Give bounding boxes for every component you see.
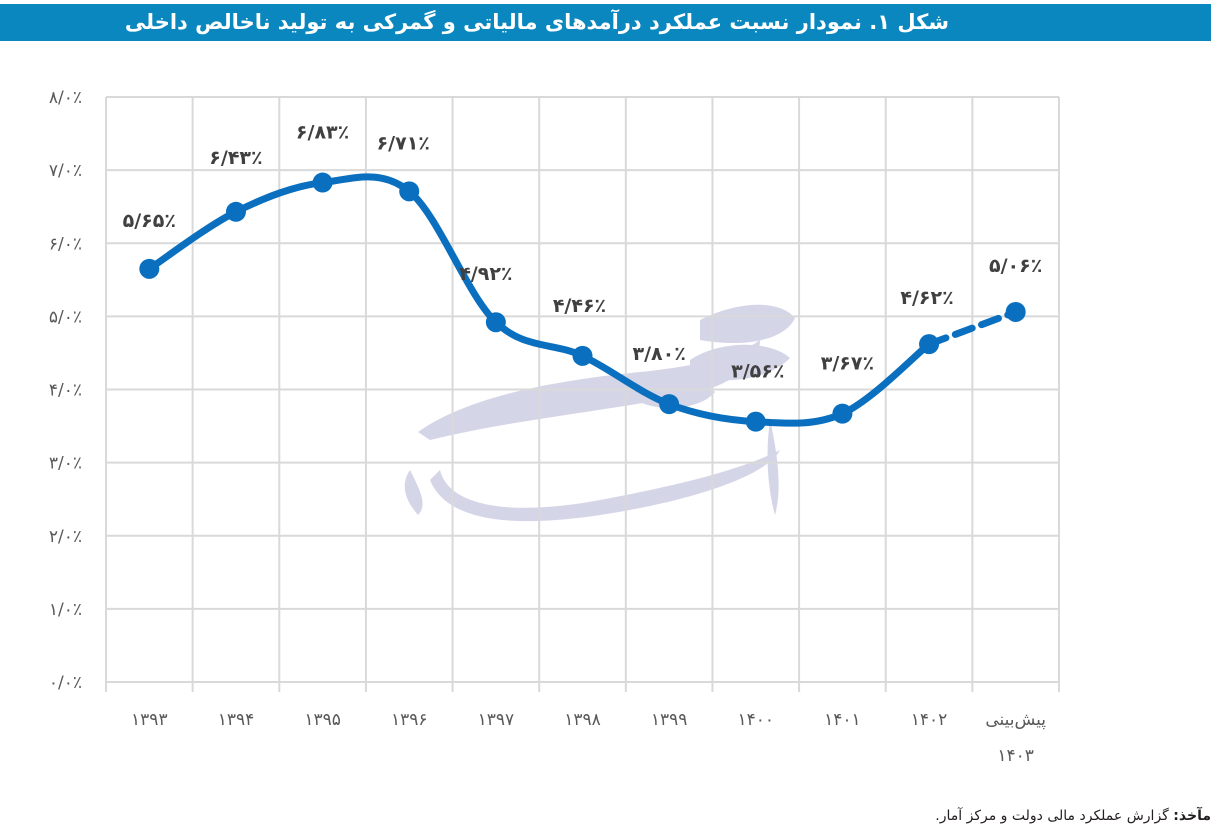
data-label: ۵/۶۵٪	[123, 210, 176, 232]
data-label: ۳/۶۷٪	[821, 353, 874, 375]
x-tick-label: ۱۳۹۳	[131, 710, 168, 730]
data-point-marker	[745, 411, 766, 432]
data-point-marker	[312, 172, 333, 193]
y-tick-label: ۸/۰٪	[49, 88, 82, 108]
data-point-marker	[832, 403, 853, 424]
watermark-stroke	[767, 420, 779, 515]
series-line	[145, 173, 933, 427]
data-label: ۶/۴۳٪	[209, 147, 262, 169]
x-tick-label: ۱۴۰۳	[997, 746, 1034, 766]
x-tick-label: ۱۳۹۷	[478, 710, 515, 730]
data-label: ۶/۷۱٪	[377, 132, 430, 154]
data-label: ۶/۸۳٪	[296, 122, 349, 144]
x-tick-label: پیش‌بینی	[985, 710, 1046, 730]
data-point-marker	[139, 258, 160, 279]
data-point-marker	[659, 394, 680, 415]
data-label: ۵/۰۶٪	[989, 255, 1042, 277]
data-point-marker	[225, 201, 246, 222]
y-tick-label: ۶/۰٪	[49, 234, 82, 254]
x-tick-label: ۱۳۹۸	[564, 710, 601, 730]
y-tick-label: ۴/۰٪	[49, 381, 82, 401]
data-label: ۳/۸۰٪	[632, 343, 685, 365]
data-labels: ۵/۶۵٪ ۶/۴۳٪ ۶/۸۳٪ ۶/۷۱٪ ۴/۹۲٪ ۴/۴۶٪ ۳/۸۰٪ ۳/۵۶٪…	[123, 122, 1043, 383]
data-point-marker	[399, 181, 420, 202]
x-tick-label: ۱۳۹۶	[391, 710, 428, 730]
source-text: گزارش عملکرد مالی دولت و مرکز آمار.	[935, 808, 1169, 824]
y-axis: ۰/۰٪ ۱/۰٪ ۲/۰٪ ۳/۰٪ ۴/۰٪ ۵/۰٪ ۶/۰٪ ۷/۰٪ ۸/۰٪	[49, 88, 82, 693]
x-tick-label: ۱۴۰۰	[738, 710, 775, 730]
y-tick-label: ۲/۰٪	[49, 527, 82, 547]
x-tick-label: ۱۴۰۱	[824, 710, 861, 730]
data-label: ۴/۴۶٪	[553, 295, 606, 317]
data-point-marker	[572, 345, 593, 366]
source-label: مآخذ:	[1173, 808, 1211, 824]
source-note: مآخذ: گزارش عملکرد مالی دولت و مرکز آمار…	[935, 808, 1211, 824]
y-tick-label: ۷/۰٪	[49, 161, 82, 181]
data-label: ۳/۵۶٪	[731, 361, 784, 383]
data-point-marker	[1005, 301, 1026, 322]
figure-title: شکل ۱. نمودار نسبت عملکرد درآمدهای مالیا…	[0, 4, 1211, 41]
data-label: ۴/۶۲٪	[900, 287, 953, 309]
watermark-stroke	[700, 304, 795, 344]
data-label: ۴/۹۲٪	[459, 263, 512, 285]
x-tick-label: ۱۳۹۵	[304, 710, 341, 730]
x-tick-label: ۱۳۹۴	[218, 710, 255, 730]
watermark-logo	[404, 304, 795, 522]
data-point-marker	[919, 334, 940, 355]
data-point-marker	[485, 312, 506, 333]
x-axis: ۱۳۹۳ ۱۳۹۴ ۱۳۹۵ ۱۳۹۶ ۱۳۹۷ ۱۳۹۸ ۱۳۹۹ ۱۴۰۰ ۱۴۰۱ ۱۴۰۲…	[131, 710, 1046, 766]
chart-grid	[105, 96, 1060, 692]
y-tick-label: ۱/۰٪	[49, 600, 82, 620]
x-tick-label: ۱۳۹۹	[651, 710, 688, 730]
forecast-line	[925, 308, 1020, 348]
x-tick-label: ۱۴۰۲	[911, 710, 948, 730]
watermark-stroke	[430, 450, 780, 522]
y-tick-label: ۵/۰٪	[49, 307, 82, 327]
watermark-stroke	[404, 470, 423, 515]
data-series	[139, 172, 1026, 432]
watermark-stroke	[690, 344, 790, 381]
y-tick-label: ۳/۰٪	[49, 454, 82, 474]
y-tick-label: ۰/۰٪	[49, 673, 82, 693]
